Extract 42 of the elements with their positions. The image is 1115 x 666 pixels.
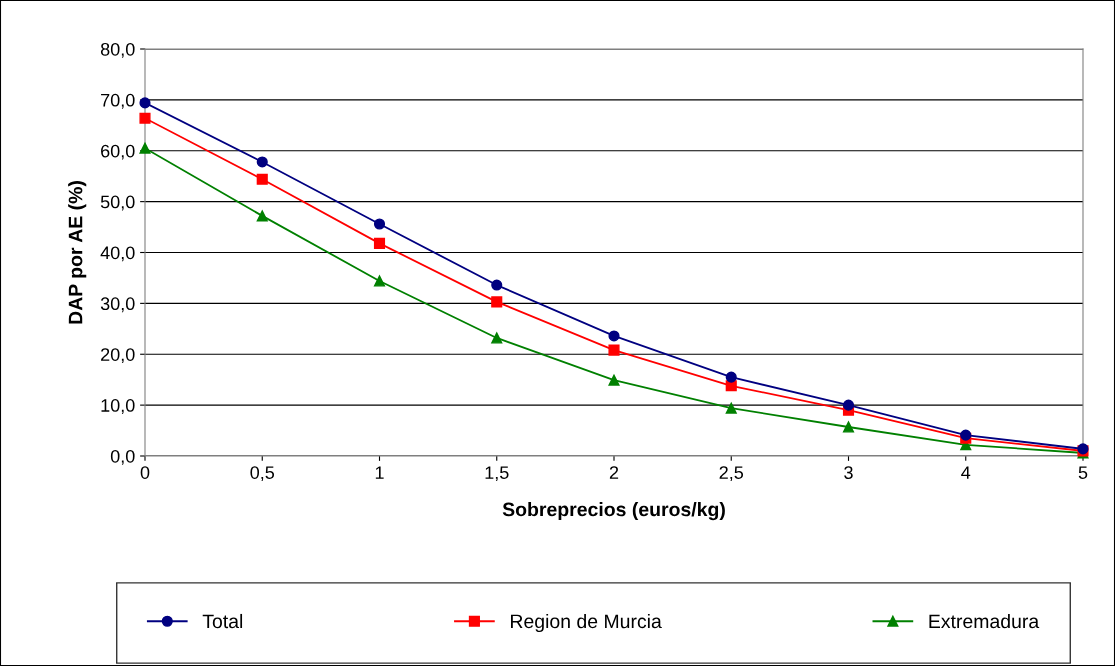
point (491, 332, 503, 344)
point (373, 218, 386, 230)
x-tick-label: 5 (1078, 466, 1088, 479)
point (491, 296, 503, 308)
y-tick-label: 50,0 (100, 195, 135, 211)
point (373, 275, 386, 287)
x-tick-label: 0 (140, 466, 150, 479)
point (842, 421, 855, 433)
x-tick-label: 3 (844, 466, 853, 479)
point (608, 330, 620, 342)
x-axis-title: Sobreprecios (euros/kg) (502, 502, 725, 521)
point (608, 374, 620, 386)
y-tick-label: 40,0 (100, 246, 135, 262)
legend-label: Region de Murcia (511, 613, 662, 633)
point (725, 371, 737, 383)
y-tick-label: 20,0 (101, 348, 135, 364)
point (725, 402, 737, 414)
y-tick-label: 30,0 (100, 297, 135, 313)
y-tick-label: 80,0 (100, 42, 135, 58)
point (139, 97, 151, 109)
point (256, 173, 268, 185)
x-tick-label: 1,5 (485, 466, 509, 482)
y-tick-label: 70,0 (101, 93, 135, 109)
y-tick-label: 10,0 (101, 399, 135, 414)
point (256, 210, 268, 222)
point (608, 344, 620, 356)
x-tick-label: 2 (609, 466, 619, 479)
legend-label: Extremadura (929, 613, 1040, 629)
point (139, 142, 151, 154)
x-tick-label: 2,5 (719, 466, 744, 482)
x-tick-label: 4 (961, 466, 971, 479)
y-tick-label: 60,0 (101, 144, 135, 160)
point (256, 156, 268, 168)
point (491, 279, 503, 291)
x-tick-label: 0,5 (250, 466, 275, 482)
point (373, 237, 386, 249)
y-tick-label: 0,0 (110, 449, 135, 465)
point (842, 399, 855, 411)
point (139, 112, 151, 124)
x-tick-label: 1 (375, 466, 384, 479)
y-axis-title: DAP por AE (%) (68, 181, 87, 324)
legend-label: Total (202, 613, 243, 629)
